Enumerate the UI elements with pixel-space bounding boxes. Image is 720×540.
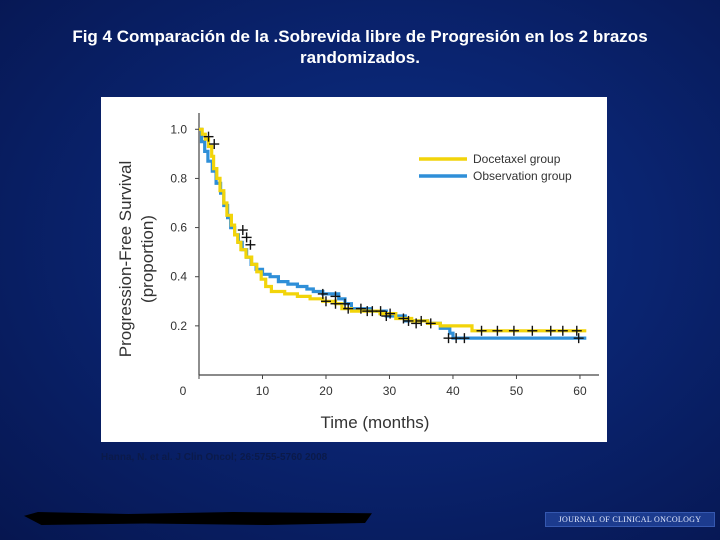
censor-mark [362, 306, 373, 317]
legend-label: Observation group [473, 169, 572, 183]
y-axis-label: Progression-Free Survival [116, 161, 135, 358]
x-tick-label: 10 [256, 384, 270, 398]
chart-panel: 0.2 0.4 0.6 0.8 1.0 0 10 20 30 40 50 60 Docetaxel g… [101, 97, 607, 442]
censor-mark [330, 291, 341, 302]
legend-label: Docetaxel group [473, 152, 561, 166]
censor-mark [476, 325, 487, 336]
slide-title-line2: randomizados. [300, 48, 420, 67]
censor-mark [375, 306, 386, 317]
kaplan-meier-chart: 0.2 0.4 0.6 0.8 1.0 0 10 20 30 40 50 60 Docetaxel g… [116, 113, 599, 432]
slide-title: Fig 4 Comparación de la .Sobrevida libre… [0, 26, 720, 68]
censor-mark [381, 311, 392, 322]
censor-mark [245, 239, 256, 250]
censor-mark [340, 298, 351, 309]
redacted-bar [24, 512, 372, 525]
x-tick-label: 30 [383, 384, 397, 398]
censor-mark [209, 139, 220, 150]
censor-mark [557, 325, 568, 336]
x-tick-label: 20 [319, 384, 333, 398]
journal-logo: JOURNAL OF CLINICAL ONCOLOGY [545, 512, 715, 527]
censor-mark [459, 333, 470, 344]
censor-mark [317, 288, 328, 299]
x-tick-label: 50 [510, 384, 524, 398]
censor-mark [425, 318, 436, 329]
censor-mark [571, 325, 582, 336]
x-tick-label: 60 [573, 384, 587, 398]
censor-mark [203, 131, 214, 142]
censor-mark [241, 232, 252, 243]
censor-mark [573, 333, 584, 344]
censor-mark [508, 325, 519, 336]
series-line-docetaxel-group [199, 127, 587, 333]
censor-mark [527, 325, 538, 336]
censor-mark [492, 325, 503, 336]
censor-mark [545, 325, 556, 336]
y-tick-label: 0.8 [170, 171, 187, 185]
censor-mark [237, 225, 248, 236]
censor-mark [320, 296, 331, 307]
y-tick-label: 1.0 [170, 122, 187, 136]
slide-title-line1: Fig 4 Comparación de la .Sobrevida libre… [72, 27, 648, 46]
citation: Hanna, N. et al. J Clin Oncol; 26:5755-5… [101, 452, 328, 463]
censor-mark [416, 315, 427, 326]
x-tick-label: 0 [180, 384, 187, 398]
y-tick-label: 0.4 [170, 270, 187, 284]
x-tick-label: 40 [446, 384, 460, 398]
censor-mark [398, 313, 409, 324]
censor-mark [403, 315, 414, 326]
x-axis-label: Time (months) [321, 413, 430, 432]
y-tick-label: 0.6 [170, 221, 187, 235]
y-axis-sublabel: (proportion) [138, 215, 157, 303]
censor-mark [355, 303, 366, 314]
y-tick-label: 0.2 [170, 319, 187, 333]
censor-mark [411, 318, 422, 329]
